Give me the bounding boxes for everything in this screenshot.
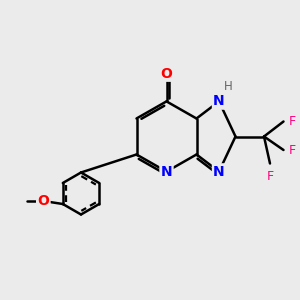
Text: F: F xyxy=(266,170,274,183)
Text: N: N xyxy=(161,165,172,178)
Text: N: N xyxy=(213,165,225,178)
Text: O: O xyxy=(160,67,172,80)
Text: N: N xyxy=(213,94,225,108)
Text: O: O xyxy=(38,194,49,208)
Text: F: F xyxy=(289,115,296,128)
Text: F: F xyxy=(289,143,296,157)
Text: H: H xyxy=(224,80,232,94)
